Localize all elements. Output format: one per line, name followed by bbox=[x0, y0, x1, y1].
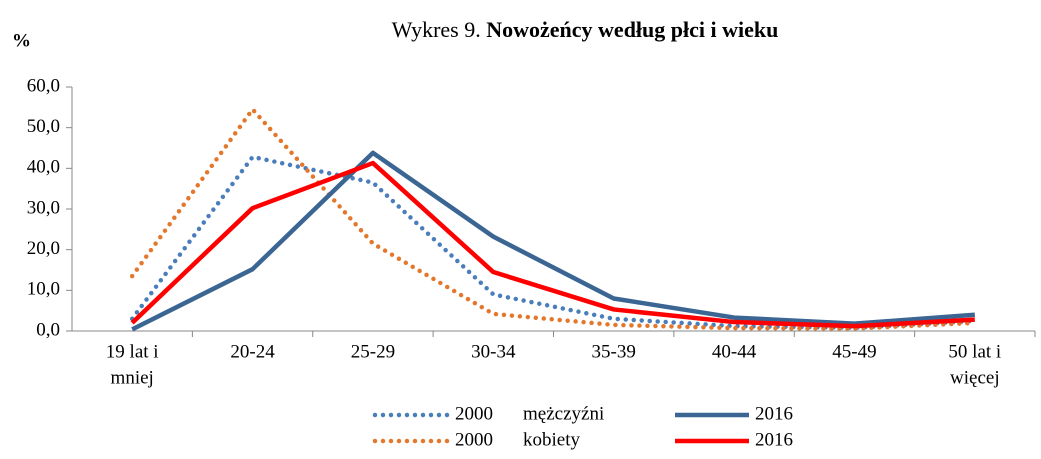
y-tick-label: 60,0 bbox=[27, 75, 60, 96]
series-line bbox=[129, 154, 978, 330]
title-main: Nowożeńcy według płci i wieku bbox=[486, 17, 778, 42]
x-tick-label: 30-34 bbox=[471, 341, 516, 362]
chart-title: Wykres 9. Nowożeńcy według płci i wieku bbox=[392, 17, 779, 42]
x-tick-label: 45-49 bbox=[832, 341, 876, 362]
y-tick-label: 30,0 bbox=[27, 197, 60, 218]
y-tick-label: 20,0 bbox=[27, 238, 60, 259]
series-line bbox=[130, 160, 975, 329]
x-tick-label: 20-24 bbox=[230, 341, 275, 362]
series-line bbox=[131, 150, 975, 332]
x-tick-label: 35-39 bbox=[592, 341, 636, 362]
x-tick-label: 19 lat i bbox=[106, 341, 159, 362]
legend-group: kobiety bbox=[523, 429, 580, 450]
y-axis-label: % bbox=[12, 30, 31, 51]
series-line bbox=[129, 105, 978, 331]
title-prefix: Wykres 9. bbox=[392, 17, 481, 42]
x-tick-label: 25-29 bbox=[351, 341, 395, 362]
x-tick-label: 40-44 bbox=[712, 341, 757, 362]
legend-label: 2016 bbox=[755, 403, 793, 424]
legend-label: 2000 bbox=[455, 429, 493, 450]
y-tick-label: 0,0 bbox=[36, 319, 60, 340]
x-tick-label: mniej bbox=[111, 367, 154, 388]
legend-label: 2016 bbox=[755, 429, 793, 450]
y-tick-label: 50,0 bbox=[27, 116, 60, 137]
y-tick-label: 10,0 bbox=[27, 279, 60, 300]
x-tick-label: więcej bbox=[950, 367, 1000, 388]
legend-group: mężczyźni bbox=[523, 403, 604, 424]
x-tick-label: 50 lat i bbox=[948, 341, 1001, 362]
y-tick-label: 40,0 bbox=[27, 157, 60, 178]
legend-label: 2000 bbox=[455, 403, 493, 424]
